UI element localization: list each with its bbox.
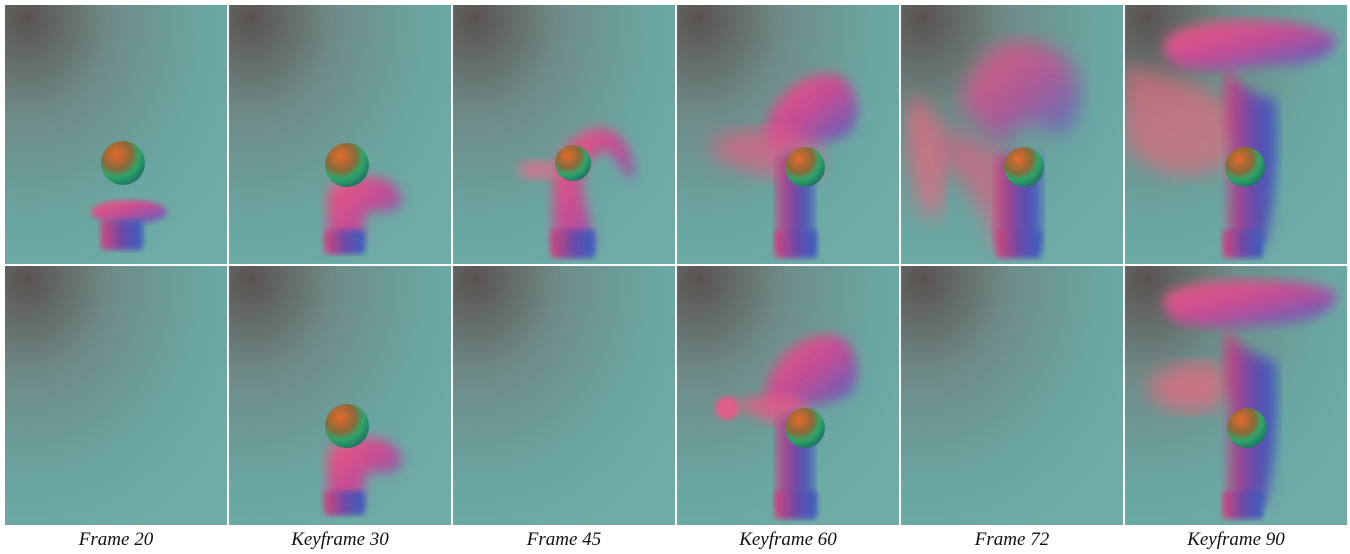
caption-frame-72: Frame 72 bbox=[974, 529, 1050, 550]
caption-row: Frame 20 Keyframe 30 Frame 45 Keyframe 6… bbox=[5, 528, 1347, 552]
figure-grid bbox=[5, 5, 1347, 527]
caption-keyframe-60: Keyframe 60 bbox=[739, 529, 837, 550]
render-frame-72-top bbox=[901, 5, 1123, 264]
render-frame-72-bottom bbox=[901, 266, 1123, 525]
render-keyframe-30-bottom bbox=[229, 266, 451, 525]
render-frame-20-top bbox=[5, 5, 227, 264]
caption-keyframe-90: Keyframe 90 bbox=[1187, 529, 1285, 550]
caption-frame-45: Frame 45 bbox=[526, 529, 602, 550]
render-keyframe-60-top bbox=[677, 5, 899, 264]
render-frame-45-top bbox=[453, 5, 675, 264]
render-keyframe-90-bottom bbox=[1125, 266, 1347, 525]
caption-frame-20: Frame 20 bbox=[78, 529, 154, 550]
render-keyframe-60-bottom bbox=[677, 266, 899, 525]
caption-keyframe-30: Keyframe 30 bbox=[291, 529, 389, 550]
render-keyframe-90-top bbox=[1125, 5, 1347, 264]
render-keyframe-30-top bbox=[229, 5, 451, 264]
render-frame-20-bottom bbox=[5, 266, 227, 525]
render-frame-45-bottom bbox=[453, 266, 675, 525]
